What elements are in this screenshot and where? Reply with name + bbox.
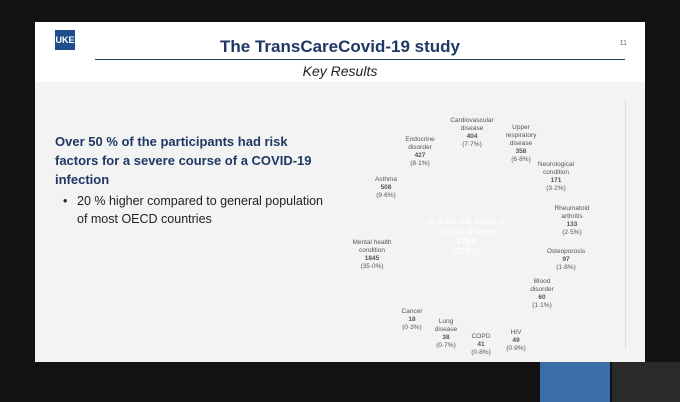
bubble-count: 508 (380, 184, 392, 191)
bubble-count: 97 (562, 256, 570, 263)
title: The TransCareCovid-19 study (220, 37, 460, 56)
bubble-count: 358 (515, 148, 527, 155)
heading: Over 50 % of the participants had risk f… (55, 134, 312, 187)
bubble-percent: (6·8%) (511, 156, 531, 163)
bubble-percent: (2·5%) (562, 229, 582, 236)
bubble-label: Endocrine disorder (405, 136, 435, 151)
bubble-count: 404 (466, 133, 478, 140)
bubble-label: Lung disease (434, 318, 458, 333)
bubble-label: Endocrine disorder 427 (8·1%) (400, 136, 440, 168)
bubble-label: Blood disorder 60 (1·1%) (525, 278, 559, 310)
bubble-count: 171 (550, 177, 562, 184)
bubble-label: HIV 49 (0·9%) (501, 329, 531, 353)
rule (95, 59, 625, 60)
bubble-percent: (7·7%) (462, 141, 482, 148)
bubble-label: Upper respiratory disease 358 (6·8%) (498, 124, 544, 164)
bubble-label: Rheumatoid arthritis (554, 205, 590, 220)
bubble-label: Asthma 508 (9·6%) (366, 176, 406, 200)
bubble-percent: (3·2%) (546, 185, 566, 192)
bubble-label: COPD (471, 333, 491, 340)
bubble-label: Osteoporosis (546, 248, 586, 255)
bubble-label: Asthma (374, 176, 398, 183)
bubble-label: At least one acute or chronic disease (427, 216, 505, 236)
bubble-count: 1845 (364, 255, 380, 262)
bubble-label: Neurological condition (537, 161, 575, 176)
logo: UKE (55, 30, 75, 50)
bubble-label: HIV (510, 329, 522, 336)
bubble-percent: (35·0%) (360, 263, 384, 270)
bubble-percent: (1·1%) (532, 302, 552, 309)
subtitle: Key Results (302, 63, 378, 79)
bubble-label: Blood disorder (530, 278, 554, 293)
bubble-count: 49 (512, 337, 520, 344)
bubble-count: 18 (408, 316, 416, 323)
bubble-label: Lung disease 38 (0·7%) (429, 318, 463, 350)
bubble-percent: (0·3%) (402, 324, 422, 331)
bubble-percent: (9·6%) (376, 192, 396, 199)
video-tile (612, 362, 680, 402)
bubble-label: Cardiovascular disease (450, 117, 494, 132)
bubble-count: 427 (414, 152, 426, 159)
bubble-percent: (0·9%) (506, 345, 526, 352)
slide: UKE The TransCareCovid-19 study 11 Key R… (35, 22, 645, 362)
bubble-label: Cancer 18 (0·3%) (397, 308, 427, 332)
bubble-count: 2768 (456, 236, 476, 246)
page-number: 11 (619, 40, 627, 47)
bubble-label: Rheumatoid arthritis 133 (2·5%) (554, 205, 590, 237)
bubble-count: 133 (566, 221, 578, 228)
bubble-label: Cardiovascular disease 404 (7·7%) (450, 117, 494, 149)
bubble-label: Mental health condition 1845 (35·0%) (342, 239, 402, 271)
bubble-label: Neurological condition 171 (3·2%) (536, 161, 576, 193)
bubble-percent: (52·6%) (450, 246, 482, 256)
bubble-percent: (0·7%) (436, 342, 456, 349)
bullet: 20 % higher compared to general populati… (63, 192, 327, 228)
bubble-label: Osteoporosis 97 (1·8%) (544, 248, 588, 272)
slide-header: UKE The TransCareCovid-19 study 11 Key R… (35, 22, 645, 82)
bubble-percent: (1·8%) (556, 264, 576, 271)
video-tile (540, 362, 610, 402)
bubble-percent: (0·8%) (471, 349, 491, 356)
bubble-label: COPD 41 (0·8%) (466, 333, 496, 357)
bubble-count: 41 (477, 341, 485, 348)
bubble-count: 60 (538, 294, 546, 301)
bubble-label: Mental health condition (352, 239, 392, 254)
bubble-percent: (8·1%) (410, 160, 430, 167)
bubble-count: 38 (442, 334, 450, 341)
bubble-label: Cancer (401, 308, 423, 315)
divider (625, 100, 626, 350)
bubble-label: At least one acute or chronic disease 276… (416, 216, 516, 256)
bubble-label: Upper respiratory disease (505, 124, 537, 147)
